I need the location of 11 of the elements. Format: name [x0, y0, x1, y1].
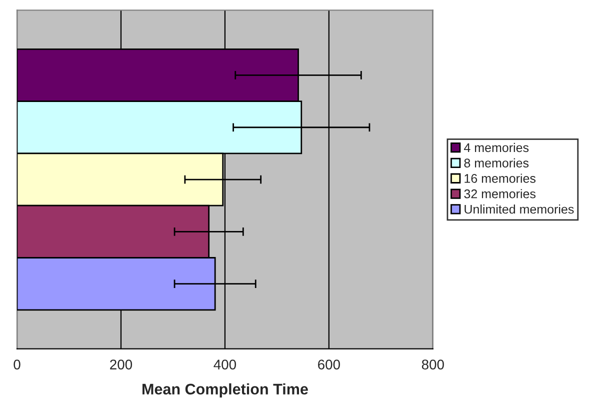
legend-label: 4 memories [464, 142, 529, 152]
legend-label: Unlimited memories [464, 204, 574, 214]
x-tick-label: 600 [318, 360, 340, 370]
x-tick-label: 400 [214, 360, 236, 370]
x-tick-label: 0 [14, 360, 20, 370]
legend-label: 8 memories [464, 158, 529, 168]
legend-label: 32 memories [464, 189, 536, 198]
x-tick-label: 200 [110, 360, 132, 370]
legend-label: 16 memories [464, 174, 536, 183]
x-tick-label: 800 [422, 360, 444, 370]
x-axis-title: Mean Completion Time [142, 383, 308, 398]
